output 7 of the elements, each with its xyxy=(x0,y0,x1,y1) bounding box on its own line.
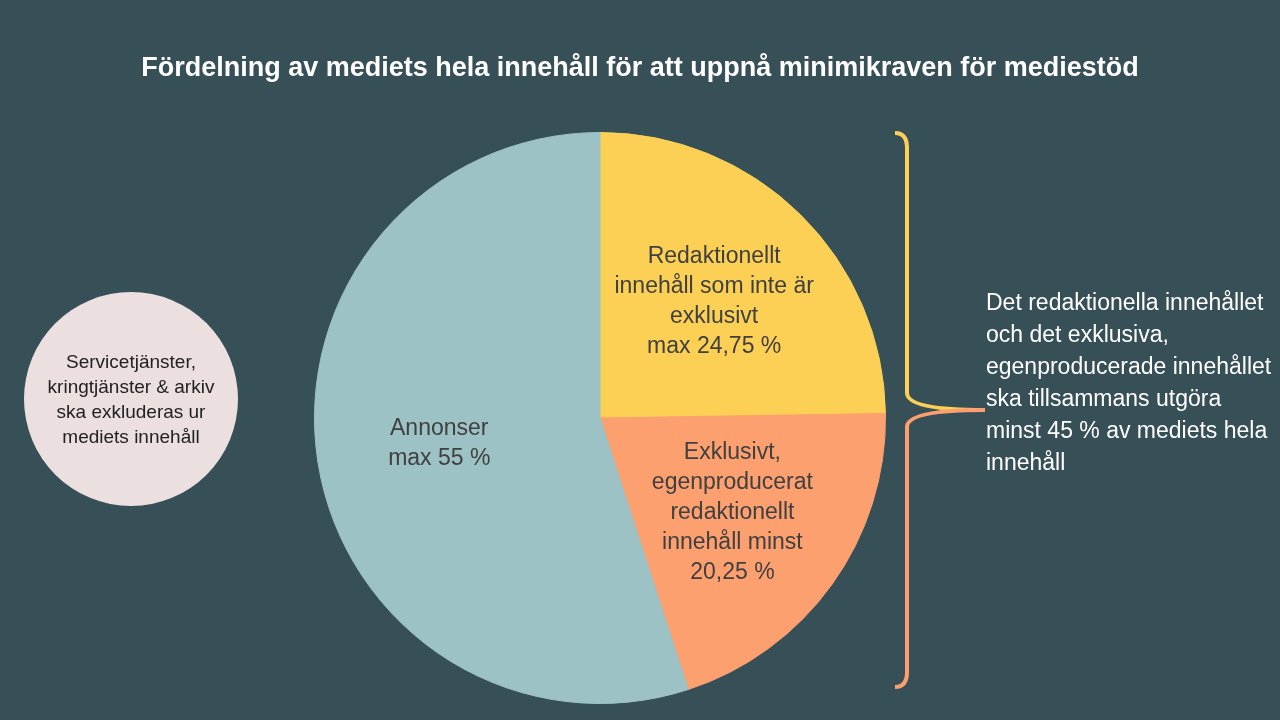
text: Det redaktionella innehållet och det exklusiva, egenproducerade innehållet ska tillsammans utgöra minst 45 % av mediets hela innehåll xyxy=(986,288,1273,477)
chart-title: Fördelning av mediets hela innehåll för att uppnå minimikraven för mediestöd xyxy=(140,52,1140,83)
text: Servicetjänster, kringtjänster & arkiv ska exkluderas ur mediets innehåll xyxy=(24,292,238,506)
data-label: max 55 % xyxy=(388,443,491,470)
data-label: max 24,75 % xyxy=(647,332,782,359)
slice-label: Exklusivt, egenproducerat redaktionellt innehåll minst 20,25 % xyxy=(651,437,814,584)
slice-label: Annonser xyxy=(390,413,489,440)
